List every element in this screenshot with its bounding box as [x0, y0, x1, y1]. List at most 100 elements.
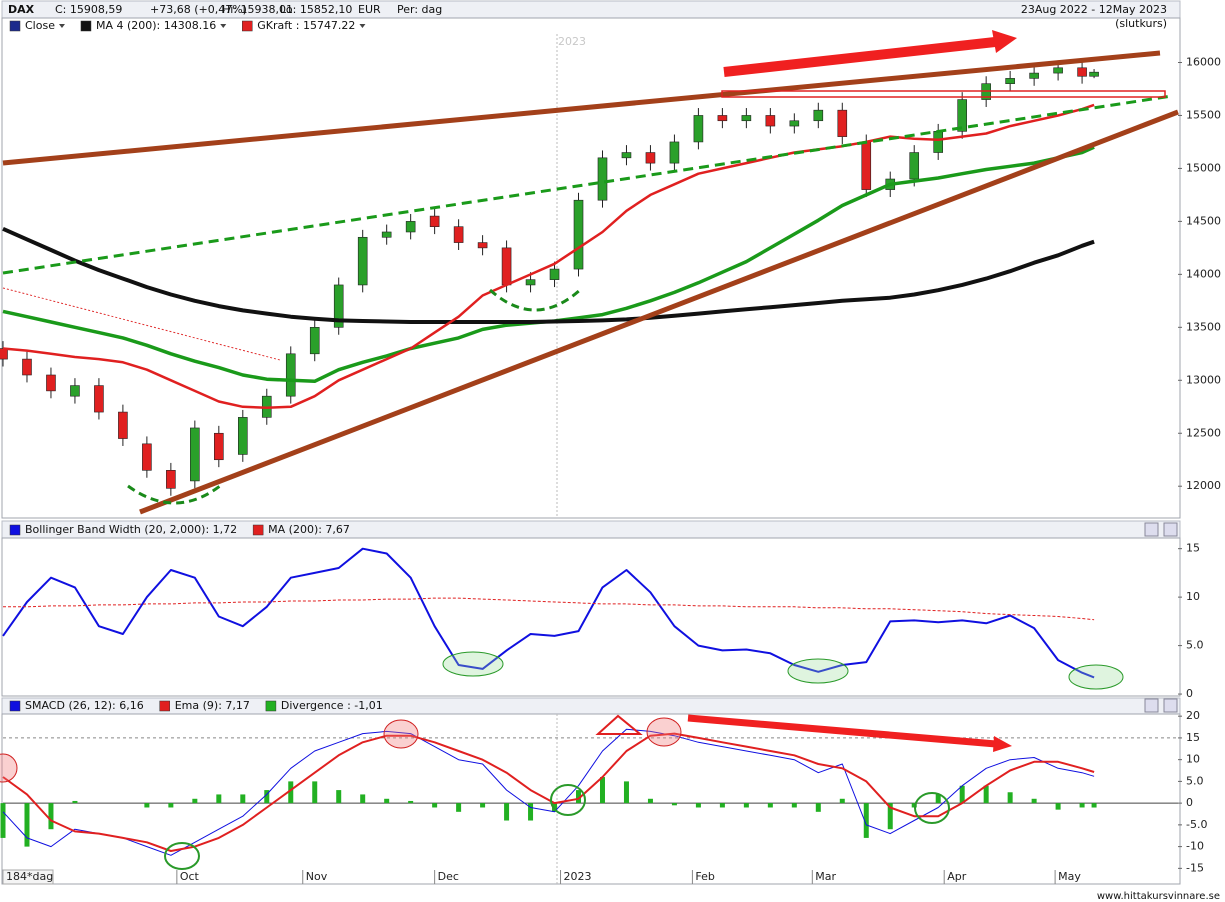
candle-body	[166, 470, 176, 489]
zoom-button[interactable]	[1144, 698, 1159, 713]
panel-buttons	[1144, 522, 1178, 713]
legend-label: Divergence : -1,01	[281, 699, 383, 712]
y-tick-label: -10	[1186, 840, 1204, 853]
histogram-bar	[671, 803, 677, 806]
series-line	[2, 103, 1095, 410]
candle-body	[142, 443, 152, 471]
candle-body	[693, 115, 704, 143]
histogram-bar	[959, 785, 965, 804]
arrow	[687, 714, 997, 748]
histogram-bar	[264, 790, 270, 804]
candle-body	[501, 247, 512, 286]
histogram-bar	[911, 803, 917, 808]
histogram-bar	[144, 803, 150, 808]
candle-body	[118, 411, 128, 439]
highlight	[787, 658, 849, 684]
candle-body	[1053, 67, 1063, 74]
legend-label: GKraft : 15747.22	[257, 19, 355, 32]
y-tick-label: 5.0	[1186, 774, 1204, 787]
y-tick-label: 14000	[1186, 267, 1221, 280]
histogram-bar	[767, 803, 773, 808]
legend-label: Bollinger Band Width (20, 2,000): 1,72	[25, 523, 237, 536]
legend-label: MA 4 (200): 14308.16	[96, 19, 216, 32]
peak-marker	[595, 714, 643, 735]
candle-body	[477, 242, 488, 249]
histogram-bar	[336, 790, 342, 804]
legend-dropdown	[58, 24, 65, 28]
histogram-bar	[384, 798, 390, 804]
histogram-bar	[743, 803, 749, 808]
histogram-bar	[192, 798, 198, 804]
histogram-bar	[576, 790, 582, 804]
histogram-bar	[48, 803, 54, 830]
trend-line	[2, 94, 1173, 275]
y-tick-label: 12000	[1186, 479, 1221, 492]
candle-body	[190, 427, 200, 482]
histogram-bar	[1091, 803, 1097, 808]
legend-label: Ema (9): 7,17	[175, 699, 250, 712]
histogram-bar	[528, 803, 534, 821]
y-tick-label: 15500	[1186, 108, 1221, 121]
legend-dropdown	[359, 24, 366, 28]
x-tick-label: Dec	[438, 870, 459, 883]
zoom-button[interactable]	[1144, 522, 1159, 537]
footer: www.hittakursvinnare.se	[1097, 891, 1220, 902]
histogram-bar	[647, 798, 653, 804]
close-button[interactable]	[1163, 698, 1178, 713]
y-tick-label: 0	[1186, 687, 1193, 700]
y-tick-label: 13000	[1186, 373, 1221, 386]
legend-bg	[3, 19, 363, 33]
candle-body	[309, 327, 320, 355]
highlight	[550, 784, 586, 816]
histogram-bar	[935, 794, 941, 804]
candle-body	[1005, 78, 1015, 84]
candle-body	[0, 348, 8, 360]
y-tick-label: 13500	[1186, 320, 1221, 333]
candle-body	[1089, 71, 1099, 77]
series-line	[2, 732, 1095, 852]
histogram-bar	[623, 781, 629, 804]
histogram-bar	[360, 794, 366, 804]
candle-body	[525, 279, 536, 286]
quote-field: +73,68 (+0,47%)	[150, 3, 247, 16]
period-box	[2, 869, 54, 885]
candle-body	[333, 284, 344, 328]
candle-body	[621, 152, 632, 159]
legend-swatch	[9, 700, 21, 712]
highlight	[1068, 664, 1124, 690]
candle-body	[214, 432, 224, 461]
histogram-bar	[0, 803, 6, 838]
candle-body	[22, 358, 32, 376]
candle-body	[717, 115, 728, 122]
candle-body	[46, 374, 56, 392]
x-tick-label: Nov	[306, 870, 328, 883]
histogram-bar	[695, 803, 701, 808]
candle-body	[70, 385, 80, 397]
histogram-bar	[504, 803, 510, 821]
x-tick-label: Apr	[947, 870, 967, 883]
candle-body	[861, 141, 872, 190]
legend-label: MA (200): 7,67	[268, 523, 350, 536]
histogram-bar	[1007, 792, 1013, 804]
arrow-head	[993, 736, 1012, 752]
histogram-bar	[72, 800, 78, 804]
highlight	[914, 792, 950, 824]
histogram-bar	[815, 803, 821, 812]
close-button[interactable]	[1163, 522, 1178, 537]
y-tick-label: 5.0	[1186, 639, 1204, 652]
date-range: 23Aug 2022 - 12May 2023	[1021, 3, 1167, 16]
trend-line	[139, 109, 1179, 515]
histogram-bar	[719, 803, 725, 808]
legend-swatch	[159, 700, 170, 712]
histogram-bar	[1031, 798, 1037, 804]
candle-body	[597, 157, 608, 201]
y-tick-label: 16000	[1186, 55, 1221, 68]
histogram-bar	[24, 803, 30, 847]
histogram-bar	[216, 794, 222, 804]
candle-body	[381, 231, 392, 238]
candle-body	[429, 215, 440, 227]
y-tick-label: 10	[1186, 753, 1200, 766]
histogram-bar	[288, 781, 294, 804]
